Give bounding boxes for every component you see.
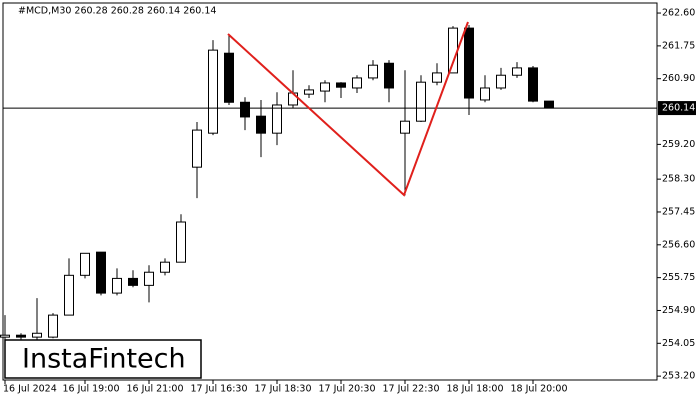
y-tick-label: 258.30 [662,174,695,185]
candle-body [384,62,394,89]
candle-body [176,221,186,263]
y-tick-label: 260.90 [662,73,695,84]
x-tick-label: 17 Jul 20:30 [319,384,376,395]
x-tick-label: 18 Jul 18:00 [447,384,504,395]
x-tick-label: 16 Jul 19:00 [63,384,120,395]
y-tick-label: 254.90 [662,305,695,316]
y-tick-label: 253.20 [662,371,695,382]
candle-body [112,277,122,294]
marks [0,25,657,346]
x-tick-label: 16 Jul 2024 [3,384,57,395]
x-tick-label: 17 Jul 22:30 [383,384,440,395]
candle-body [256,115,266,134]
candle-body [544,100,554,109]
y-tick-label: 257.45 [662,206,695,217]
candle-body [368,64,378,79]
candle-body [208,49,218,134]
candle-body [192,129,202,168]
candle-body [32,332,42,338]
candle-body [64,274,74,316]
candle-body [512,67,522,76]
pattern-line [227,21,469,197]
y-tick-label: 262.60 [662,8,695,19]
x-tick-label: 18 Jul 20:00 [511,384,568,395]
candle-body [224,52,234,103]
x-tick-label: 16 Jul 21:00 [127,384,184,395]
candle-body [48,314,58,338]
candle-body [448,27,458,74]
y-tick-label: 256.60 [662,239,695,250]
candle-body [160,261,170,273]
y-tick-label: 255.75 [662,272,695,283]
candle-body [496,74,506,89]
candle-body [240,101,250,118]
candle-body [464,27,474,99]
candle-body [144,271,154,286]
candle-body [128,277,138,286]
y-tick-label: 259.20 [662,139,695,150]
candle-body [272,104,282,134]
y-tick-label: 261.75 [662,40,695,51]
candle-body [96,251,106,294]
candle-body [352,77,362,89]
candle-body [16,334,26,338]
price-label-box [658,101,696,116]
y-tick-label: 254.05 [662,338,695,349]
candle-body [304,89,314,95]
candle-body [528,67,538,102]
logo-box [4,339,202,379]
candle-body [480,87,490,101]
logo: InstaFintech [22,344,186,375]
header: #MCD,M30 260.28 260.28 260.14 260.14 [18,6,216,17]
candle-body [320,82,330,92]
x-tick-label: 17 Jul 16:30 [191,384,248,395]
price-label: 260.14 [662,103,695,114]
candle-body [336,82,346,88]
candle-body [400,120,410,134]
plot-frame [2,2,658,381]
candle-body [432,72,442,83]
x-tick-label: 17 Jul 18:30 [255,384,312,395]
candle-body [0,334,10,338]
candle-body [416,81,426,122]
candle-body [80,252,90,276]
